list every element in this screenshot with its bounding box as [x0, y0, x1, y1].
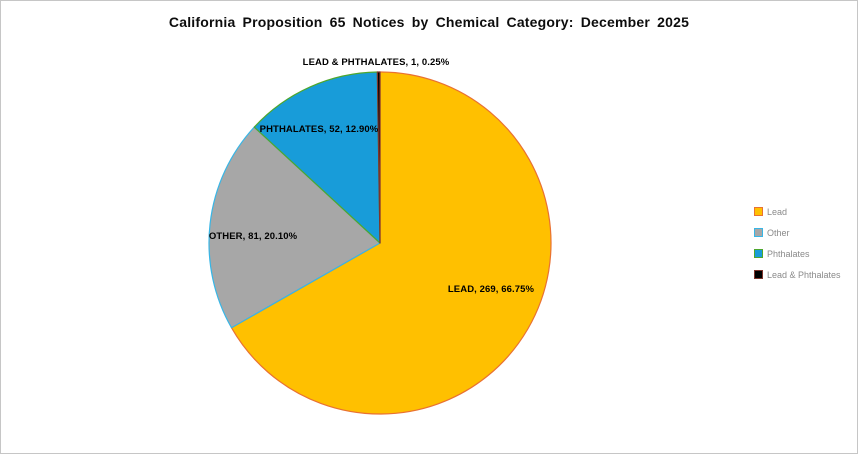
legend-swatch-icon — [754, 207, 763, 216]
chart-title: California Proposition 65 Notices by Che… — [168, 14, 690, 30]
pie-slice-lead — [230, 71, 552, 415]
legend-swatch-icon — [754, 270, 763, 279]
pie-slice-other — [208, 126, 381, 329]
pie-slice-lead-phthalates — [376, 71, 381, 244]
legend-label: Lead — [767, 206, 788, 217]
slice-data-label: LEAD & PHTHALATES, 1, 0.25% — [303, 57, 450, 68]
legend-item-phthalates: Phthalates — [754, 243, 856, 264]
legend-label: Phthalates — [767, 248, 810, 259]
legend-item-lead-phthalates: Lead & Phthalates — [754, 264, 856, 285]
legend: Lead Other Phthalates Lead & Phthalates — [754, 201, 856, 285]
slice-data-label: LEAD, 269, 66.75% — [448, 284, 535, 295]
slice-data-label: OTHER, 81, 20.10% — [209, 231, 298, 242]
legend-swatch-icon — [754, 249, 763, 258]
slice-data-label: PHTHALATES, 52, 12.90% — [260, 124, 379, 135]
pie-slice-phthalates — [253, 71, 381, 244]
legend-item-lead: Lead — [754, 201, 856, 222]
legend-item-other: Other — [754, 222, 856, 243]
legend-label: Other — [767, 227, 790, 238]
legend-label: Lead & Phthalates — [767, 269, 841, 280]
legend-swatch-icon — [754, 228, 763, 237]
